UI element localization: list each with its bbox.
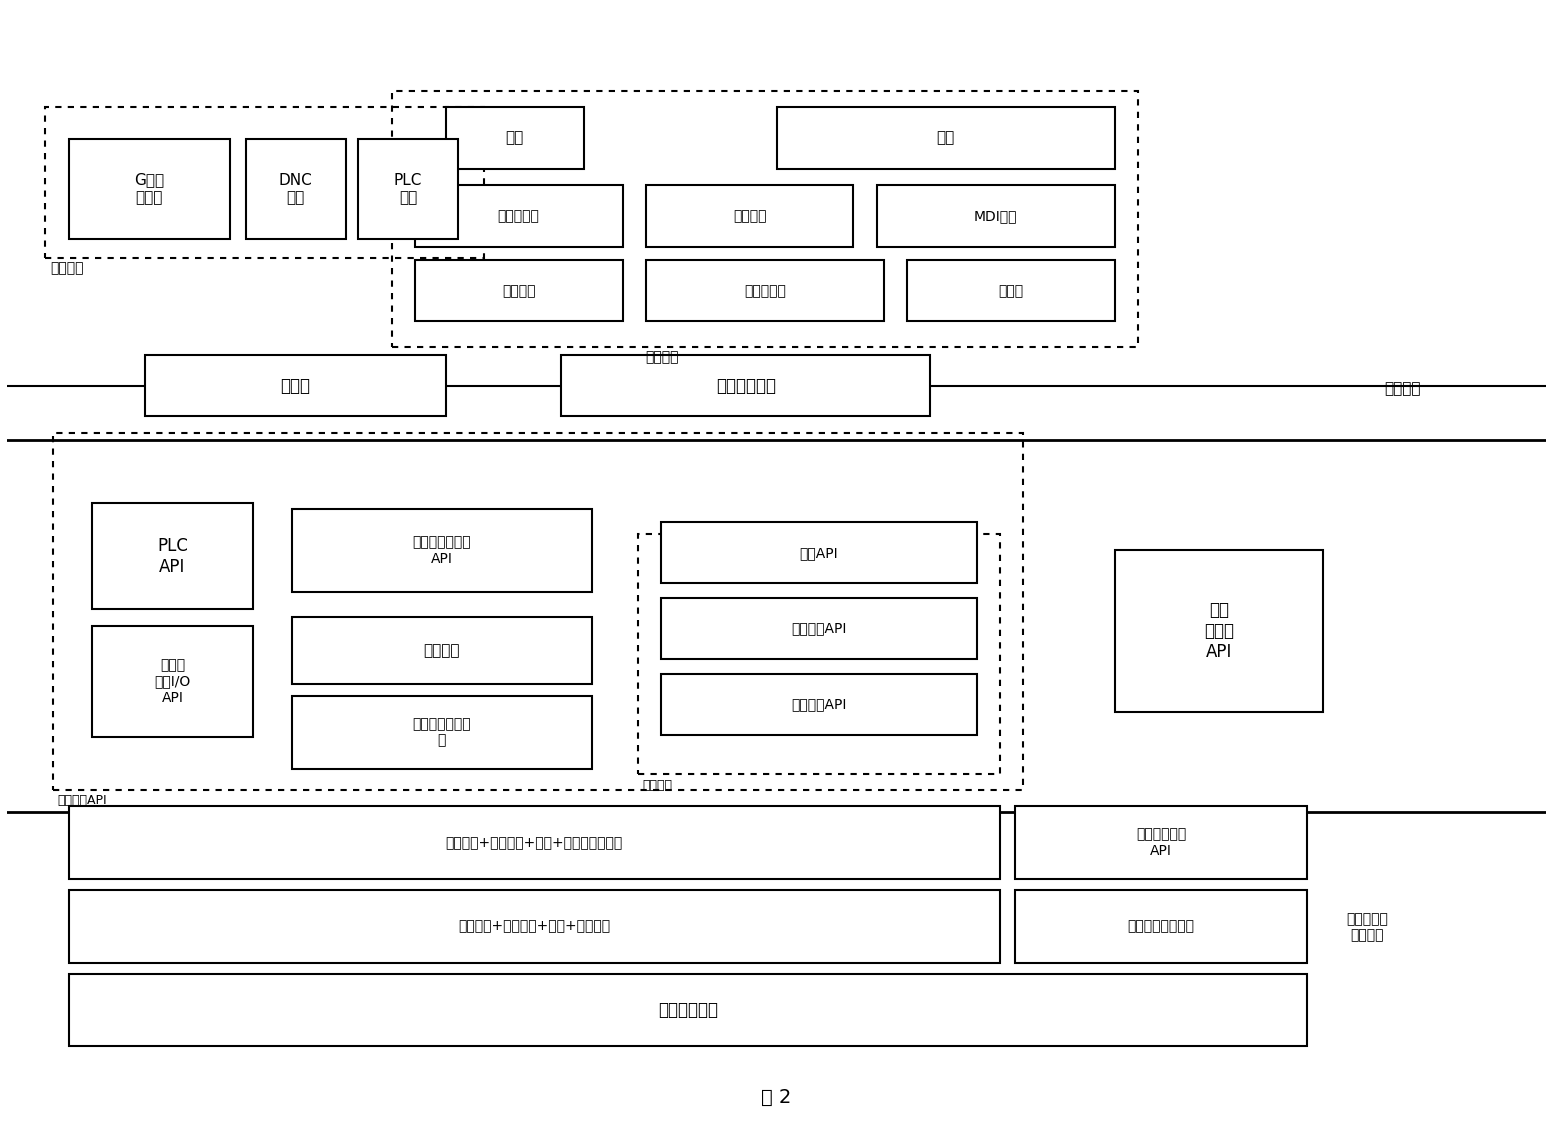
Text: 图 2: 图 2 (761, 1088, 792, 1108)
Text: 系统设备驱动
API: 系统设备驱动 API (1137, 828, 1186, 858)
Bar (68, 139, 230, 239)
Bar (1115, 550, 1323, 711)
Bar (245, 139, 346, 239)
Text: 数据库: 数据库 (999, 283, 1023, 298)
Text: 数控核心API: 数控核心API (57, 794, 107, 807)
Text: 位置补偿API: 位置补偿API (790, 622, 846, 636)
Text: 传感器等设备的
API: 传感器等设备的 API (413, 535, 471, 566)
Bar (68, 973, 1308, 1047)
Bar (646, 185, 854, 247)
Bar (92, 625, 253, 737)
Bar (292, 697, 592, 769)
Text: 消息传递机制: 消息传递机制 (716, 377, 775, 394)
Text: 系统设备驱动程序: 系统设备驱动程序 (1127, 919, 1194, 934)
Bar (68, 890, 1000, 963)
Text: 系统参数: 系统参数 (424, 642, 460, 658)
Bar (357, 139, 458, 239)
Text: 操作系统+文件系统+网络+实时多任务接口: 操作系统+文件系统+网络+实时多任务接口 (446, 835, 623, 850)
Text: 应用程序: 应用程序 (1384, 380, 1421, 396)
Text: 人机界面: 人机界面 (646, 350, 679, 365)
Bar (446, 107, 584, 168)
Bar (292, 616, 592, 684)
Bar (907, 260, 1115, 322)
Bar (876, 185, 1115, 247)
Bar (45, 107, 485, 257)
Text: 用户
自定义
API: 用户 自定义 API (1204, 601, 1235, 660)
Bar (415, 260, 623, 322)
Text: G代码
解释器: G代码 解释器 (134, 173, 165, 204)
Bar (1016, 890, 1308, 963)
Bar (561, 355, 930, 417)
Text: 状态显示: 状态显示 (733, 209, 766, 224)
Text: PLC
组件: PLC 组件 (394, 173, 422, 204)
Bar (92, 504, 253, 610)
Text: 鼠标: 鼠标 (936, 131, 955, 146)
Text: 网络通信: 网络通信 (502, 283, 536, 298)
Bar (662, 674, 977, 735)
Bar (146, 355, 446, 417)
Text: 位置控制API: 位置控制API (790, 698, 846, 711)
Text: 数控设备驱动程
序: 数控设备驱动程 序 (413, 717, 471, 747)
Bar (646, 260, 884, 322)
Text: PLC
API: PLC API (157, 536, 188, 576)
Text: 运动控制: 运动控制 (643, 779, 672, 791)
Bar (391, 90, 1138, 347)
Text: 过程控制: 过程控制 (50, 261, 84, 275)
Bar (638, 534, 1000, 774)
Bar (292, 509, 592, 593)
Text: 硬件体系结构: 硬件体系结构 (658, 1001, 717, 1019)
Text: 操作系统+文件系统+网络+实时内核: 操作系统+文件系统+网络+实时内核 (458, 919, 610, 934)
Text: 插补API: 插补API (800, 545, 839, 560)
Text: DNC
组件: DNC 组件 (278, 173, 312, 204)
Bar (662, 598, 977, 659)
Bar (1016, 806, 1308, 879)
Bar (776, 107, 1115, 168)
Text: MDI组件: MDI组件 (974, 209, 1017, 224)
Bar (662, 522, 977, 584)
Text: 多任务: 多任务 (281, 377, 311, 394)
Text: 自诊断组件: 自诊断组件 (744, 283, 786, 298)
Bar (68, 806, 1000, 879)
Text: 离散点
设备I/O
API: 离散点 设备I/O API (154, 658, 191, 704)
Bar (53, 432, 1023, 790)
Text: 键盘: 键盘 (506, 131, 523, 146)
Bar (415, 185, 623, 247)
Text: 文本编辑器: 文本编辑器 (499, 209, 539, 224)
Text: 实时操作系
统和驱动: 实时操作系 统和驱动 (1346, 912, 1388, 942)
